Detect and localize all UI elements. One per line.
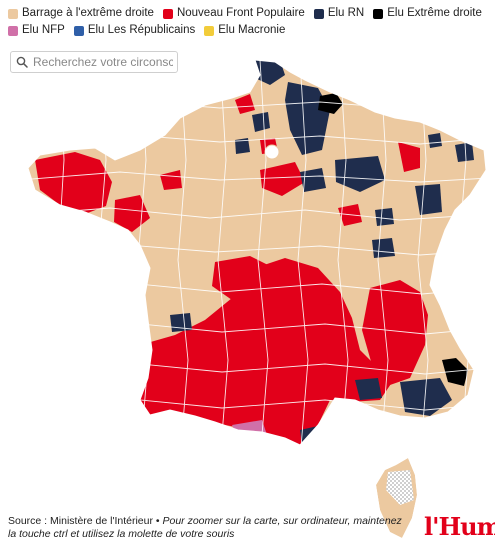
- legend-swatch: [73, 25, 84, 36]
- nfp-lorraine[interactable]: [398, 142, 420, 172]
- legend-swatch: [8, 8, 18, 19]
- rn-oise[interactable]: [252, 112, 270, 132]
- rn-pas-de-calais[interactable]: [255, 58, 285, 85]
- rn-hauts-de-france[interactable]: [285, 82, 330, 155]
- rn-jura[interactable]: [372, 238, 395, 258]
- source-text: Source : Ministère de l'Intérieur •: [8, 515, 163, 527]
- france-outline: [27, 59, 487, 446]
- rn-haute-saone[interactable]: [375, 208, 394, 226]
- nfp-lyon[interactable]: [305, 295, 336, 320]
- lhumanite-logo[interactable]: l'Humanité: [424, 512, 495, 541]
- rn-constituencies: [170, 58, 474, 445]
- search-input[interactable]: [33, 55, 173, 69]
- constituency-search[interactable]: [10, 51, 178, 73]
- legend-item-elu-extreme-droite[interactable]: Elu Extrême droite: [373, 6, 482, 21]
- legend-swatch: [162, 8, 173, 19]
- legend-item-elu-lr[interactable]: Elu Les Républicains: [73, 23, 195, 38]
- nfp-caen-south[interactable]: [160, 170, 182, 190]
- nfp-rouen[interactable]: [235, 94, 255, 114]
- rn-bas-rhin[interactable]: [455, 142, 474, 162]
- corse-undecided: [386, 470, 414, 505]
- legend-swatch: [204, 25, 215, 36]
- extreme-droite-alpes-maritimes[interactable]: [442, 358, 468, 386]
- paris-detail[interactable]: [264, 144, 280, 160]
- nfp-bretagne-west[interactable]: [35, 152, 112, 214]
- rn-gard[interactable]: [355, 378, 382, 400]
- legend-swatch: [313, 8, 324, 19]
- search-icon: [16, 56, 28, 68]
- source-note: Source : Ministère de l'Intérieur • Pour…: [8, 515, 408, 541]
- rn-moselle[interactable]: [428, 133, 442, 148]
- legend-item-elu-nfp[interactable]: Elu NFP: [8, 23, 65, 38]
- rn-aube[interactable]: [300, 168, 326, 192]
- legend-item-elu-macronie[interactable]: Elu Macronie: [204, 23, 285, 38]
- legend-item-nfp[interactable]: Nouveau Front Populaire: [162, 6, 305, 21]
- legend-item-elu-rn[interactable]: Elu RN: [313, 6, 364, 21]
- nfp-alpes[interactable]: [362, 280, 428, 385]
- rn-var[interactable]: [400, 378, 452, 416]
- rn-alsace[interactable]: [415, 184, 442, 215]
- legend-swatch: [8, 25, 18, 36]
- map-legend: Barrage à l'extrême droite Nouveau Front…: [8, 6, 488, 38]
- nfp-paris-south[interactable]: [260, 162, 305, 196]
- extreme-droite-aisne[interactable]: [318, 93, 343, 114]
- rn-champagne[interactable]: [335, 156, 385, 192]
- rn-eure[interactable]: [235, 138, 250, 154]
- corse-inset[interactable]: [376, 458, 417, 538]
- legend-swatch: [373, 8, 384, 19]
- mainland-france: [28, 58, 486, 445]
- legend-item-barrage[interactable]: Barrage à l'extrême droite: [8, 6, 154, 21]
- zoom-hint: Pour zoomer sur la carte, sur ordinateur…: [8, 515, 402, 540]
